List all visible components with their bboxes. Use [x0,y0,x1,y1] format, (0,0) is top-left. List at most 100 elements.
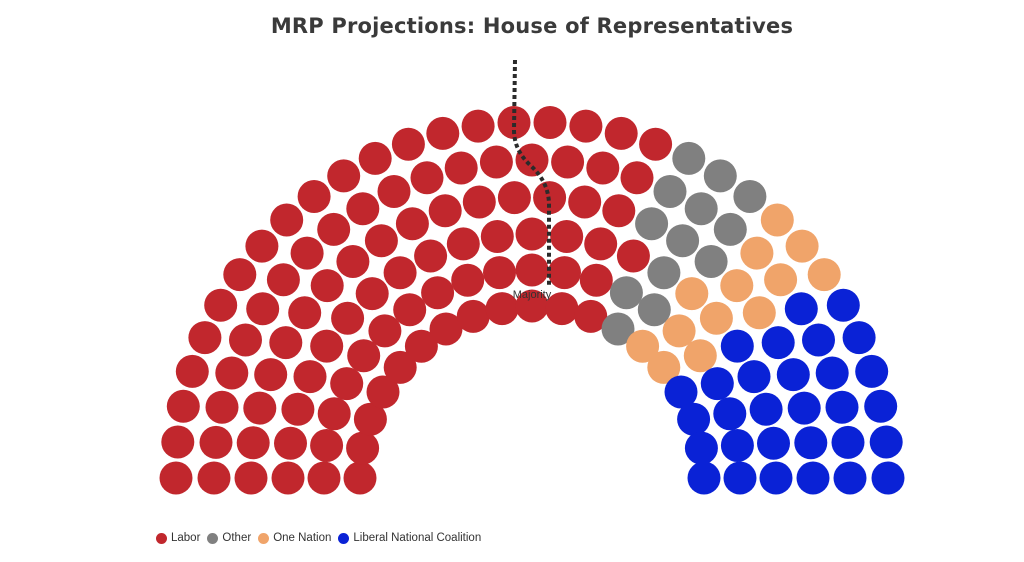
seat-liberal-national-coalition [833,461,867,495]
seat-labor [444,151,478,185]
seat-labor [159,461,193,495]
seat-labor [383,350,417,384]
seat-other [609,276,643,310]
seat-liberal-national-coalition [826,288,860,322]
seat-liberal-national-coalition [677,402,711,436]
seat-liberal-national-coalition [831,425,865,459]
seat-one-nation [742,296,776,330]
seat-one-nation [647,350,681,384]
seat-liberal-national-coalition [713,397,747,431]
seat-one-nation [740,236,774,270]
seat-labor [197,461,231,495]
seat-labor [393,293,427,327]
seat-labor [429,312,463,346]
seat-other [601,312,635,346]
seat-labor [243,391,277,425]
seat-other [635,207,669,241]
seat-other [703,159,737,193]
legend-label: Labor [171,532,201,544]
seats-group [159,106,905,495]
legend-item: Labor [156,532,200,544]
seat-labor [620,161,654,195]
seat-labor [604,116,638,150]
seat-one-nation [662,314,696,348]
seat-labor [161,425,195,459]
seat-liberal-national-coalition [749,392,783,426]
legend: Labor Other One Nation Liberal National Coa… [156,532,488,544]
seat-other [713,212,747,246]
seat-labor [639,127,673,161]
seat-other [637,293,671,327]
seat-labor [515,143,549,177]
seat-labor [347,339,381,373]
seat-labor [199,425,233,459]
seat-labor [343,461,377,495]
seat-labor [574,299,608,333]
seat-labor [327,159,361,193]
seat-labor [483,256,516,290]
seat-liberal-national-coalition [759,461,793,495]
seat-labor [271,461,305,495]
seat-liberal-national-coalition [776,358,810,392]
seat-one-nation [760,203,794,237]
seat-labor [451,263,485,297]
seat-labor [234,461,268,495]
seat-labor [586,151,620,185]
seat-labor [281,392,315,426]
seat-other [733,180,767,213]
seat-liberal-national-coalition [720,329,754,363]
seat-labor [330,367,364,401]
seat-labor [579,263,613,297]
seat-labor [404,329,438,363]
legend-item: One Nation [258,532,331,544]
seat-labor [395,207,429,241]
seat-labor [246,292,280,326]
seat-labor [223,258,257,292]
seat-labor [317,212,351,246]
seat-labor [461,109,495,143]
seat-liberal-national-coalition [794,426,828,460]
seat-one-nation [764,263,798,297]
seat-labor [297,180,331,213]
seat-labor [410,161,444,195]
seat-labor [377,175,411,208]
seat-labor [550,220,584,253]
legend-swatch [338,532,350,544]
seat-labor [307,461,341,495]
seat-labor [446,227,480,261]
seat-liberal-national-coalition [869,425,903,459]
majority-label: Majority [513,289,552,301]
seat-labor [548,256,581,290]
majority-line [511,59,551,285]
seat-one-nation [785,229,819,263]
seat-labor [485,292,519,326]
seat-labor [462,185,496,219]
legend-item: Liberal National Coalition [338,532,481,544]
seat-liberal-national-coalition [720,429,754,462]
seat-liberal-national-coalition [684,431,718,465]
legend-label: One Nation [273,532,332,544]
seat-labor [383,256,417,290]
seat-labor [188,321,222,355]
seat-labor [293,360,327,394]
seat-labor [358,141,392,175]
seat-labor [205,390,239,424]
seat-other [672,141,706,175]
seat-labor [428,194,462,228]
seat-labor [310,429,344,462]
seat-labor [515,289,549,323]
seat-liberal-national-coalition [700,367,734,401]
seat-liberal-national-coalition [855,354,889,388]
seat-liberal-national-coalition [802,323,835,357]
seat-one-nation [683,339,717,373]
seat-labor [175,354,209,388]
seat-other [694,245,728,278]
seat-one-nation [720,269,754,303]
seat-other [653,175,687,208]
seat-labor [426,116,460,150]
seat-labor [269,326,303,360]
seat-liberal-national-coalition [737,360,771,394]
seat-labor [533,106,567,139]
seat-liberal-national-coalition [761,326,795,360]
